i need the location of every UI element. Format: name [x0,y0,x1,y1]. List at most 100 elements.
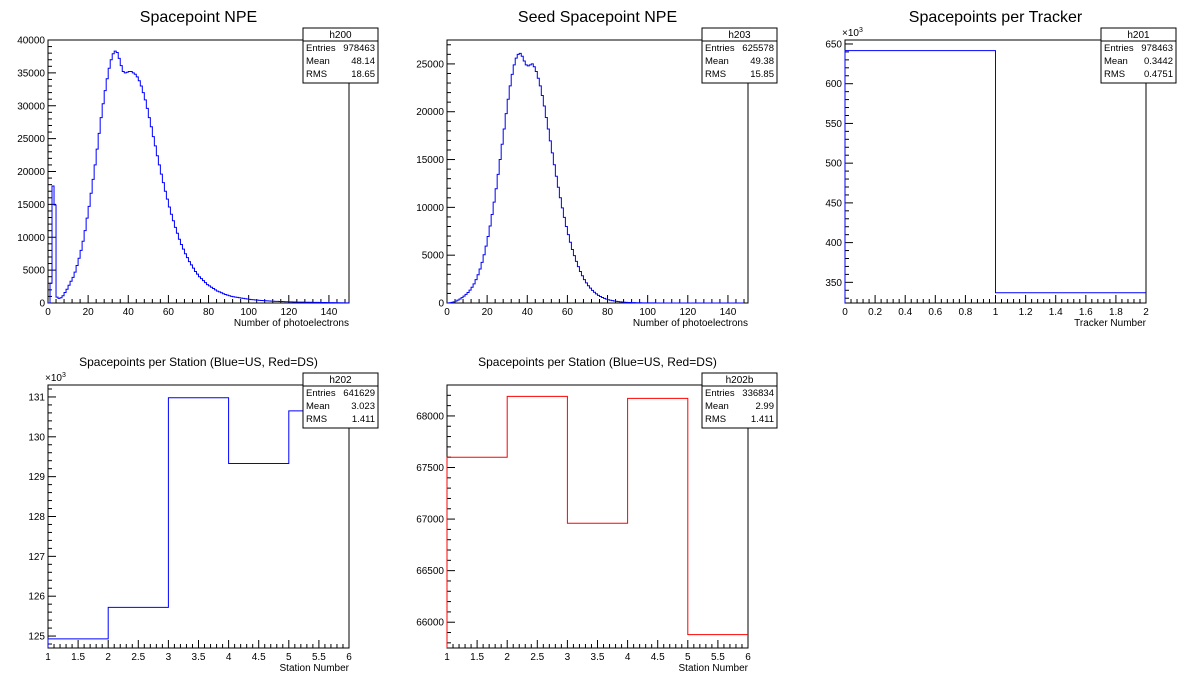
stats-box-frame [701,372,778,429]
chart-title: Spacepoints per Station (Blue=US, Red=DS… [79,355,318,369]
x-tick-label: 3 [565,652,571,663]
stats-label-entries: Entries [705,388,735,399]
x-tick-label: 40 [123,307,135,318]
x-tick-label: 5 [286,652,292,663]
stats-value-mean: 49.38 [750,56,774,67]
x-tick-label: 1.6 [1079,307,1093,318]
x-axis-label: Number of photoelectrons [234,318,349,329]
y-tick-label: 15000 [416,155,444,166]
y-tick-label: 550 [825,119,842,130]
x-tick-label: 60 [163,307,175,318]
x-tick-label: 2 [1143,307,1149,318]
y-tick-label: 5000 [422,251,445,262]
x-tick-label: 140 [321,307,338,318]
x-tick-label: 100 [240,307,257,318]
stats-label-entries: Entries [306,43,336,54]
stats-box-frame [302,372,379,429]
y-tick-label: 0 [438,299,444,310]
y-tick-label: 129 [28,472,45,483]
y-tick-label: 25000 [416,59,444,70]
x-axis-label: Station Number [679,663,749,674]
x-tick-label: 4 [625,652,631,663]
stats-value-entries: 641629 [343,388,375,399]
stats-value-entries: 336834 [742,388,774,399]
x-tick-label: 3.5 [591,652,605,663]
x-tick-label: 1 [444,652,450,663]
y-tick-label: 66000 [416,618,444,629]
x-tick-label: 80 [203,307,215,318]
stats-value-mean: 2.99 [756,401,775,412]
x-tick-label: 1.8 [1109,307,1123,318]
x-tick-label: 80 [602,307,614,318]
x-tick-label: 2.5 [530,652,544,663]
histogram-series-h203 [447,52,744,304]
y-tick-label: 5000 [23,266,46,277]
y-tick-label: 500 [825,159,842,170]
stats-label-mean: Mean [306,56,330,67]
y-tick-label: 127 [28,552,45,563]
histogram-panel-h202b: Spacepoints per Station (Blue=US, Red=DS… [416,355,778,674]
stats-label-entries: Entries [306,388,336,399]
y-tick-label: 126 [28,592,45,603]
y-tick-label: 67000 [416,515,444,526]
stats-label-mean: Mean [1104,56,1128,67]
histogram-panel-h201: Spacepoints per Tracker ×103 350 400 450 500 5… [825,9,1177,329]
chart-title: Spacepoints per Tracker [909,9,1083,26]
y-tick-label: 30000 [17,101,45,112]
y-tick-label: 650 [825,39,842,50]
stats-label-rms: RMS [306,414,327,425]
x-tick-label: 20 [83,307,95,318]
stats-value-entries: 978463 [1141,43,1173,54]
stats-name: h203 [728,30,751,41]
chart-title: Spacepoints per Station (Blue=US, Red=DS… [478,355,717,369]
histogram-panel-h203: Seed Spacepoint NPE 0 5000 10000 15000 20000 2… [416,9,778,329]
x-tick-label: 0.8 [958,307,972,318]
x-tick-label: 5.5 [711,652,725,663]
x-tick-label: 0 [45,307,51,318]
plot-frame [446,39,749,304]
x-tick-label: 4 [226,652,232,663]
y-tick-label: 131 [28,392,45,403]
stats-value-rms: 0.4751 [1144,69,1173,80]
x-tick-label: 0.2 [868,307,882,318]
x-tick-label: 40 [522,307,534,318]
stats-name: h201 [1127,30,1150,41]
stats-name: h202 [329,375,352,386]
x-tick-label: 3.5 [192,652,206,663]
y-tick-label: 0 [39,299,45,310]
x-tick-label: 0.6 [928,307,942,318]
x-tick-label: 1.5 [470,652,484,663]
stats-label-entries: Entries [1104,43,1134,54]
y-tick-label: 20000 [17,167,45,178]
stats-label-rms: RMS [306,69,327,80]
stats-value-rms: 1.411 [751,414,774,425]
stats-name: h200 [329,30,352,41]
x-tick-label: 0 [842,307,848,318]
x-tick-label: 3 [166,652,172,663]
stats-value-entries: 625578 [742,43,774,54]
x-tick-label: 60 [562,307,574,318]
y-tick-label: 600 [825,79,842,90]
x-tick-label: 1 [993,307,999,318]
histogram-panel-h202: Spacepoints per Station (Blue=US, Red=DS… [28,355,379,674]
y-tick-label: 35000 [17,68,45,79]
stats-box: h203 Entries 625578 Mean 49.38 RMS 15.85 [701,27,778,84]
y-tick-label: 10000 [17,233,45,244]
y-tick-label: 40000 [17,36,45,47]
histogram-series-h201 [844,50,1146,303]
x-tick-label: 4.5 [651,652,665,663]
stats-box: h202b Entries 336834 Mean 2.99 RMS 1.411 [701,372,778,429]
x-tick-label: 140 [720,307,737,318]
y-tick-label: 130 [28,432,45,443]
stats-box: h202 Entries 641629 Mean 3.023 RMS 1.411 [302,372,379,429]
x-tick-label: 4.5 [252,652,266,663]
chart-title: Seed Spacepoint NPE [518,9,677,26]
x-tick-label: 6 [745,652,751,663]
stats-value-mean: 3.023 [351,401,375,412]
stats-label-mean: Mean [705,401,729,412]
y-tick-label: 450 [825,198,842,209]
y-tick-label: 10000 [416,203,444,214]
x-tick-label: 0 [444,307,450,318]
stats-value-rms: 15.85 [750,69,774,80]
